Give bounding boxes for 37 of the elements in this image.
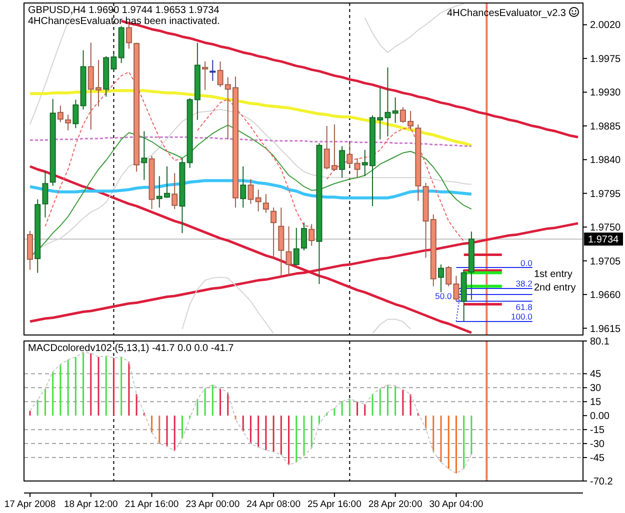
y-tick-label: 1.9615 xyxy=(590,324,622,335)
chart-title: MACDcoloredv102 (5,13,1) -41.7 0.0 0.0 -41.7 xyxy=(28,343,234,354)
y-tick-label: -15 xyxy=(590,425,605,436)
x-tick-label: 18 Apr 12:00 xyxy=(64,499,118,510)
y-tick-label: 1.9885 xyxy=(590,121,622,132)
y-tick-label: 45 xyxy=(590,369,602,380)
y-tick-label: 1.9705 xyxy=(590,256,622,268)
series-label: 61.8 xyxy=(516,302,533,312)
y-tick-label: 1.9795 xyxy=(590,188,622,200)
annotation: 2nd entry xyxy=(534,282,576,294)
series-label: 0.0 xyxy=(520,258,533,268)
series-label: 50.0 xyxy=(435,291,452,302)
x-tick-label: 24 Apr 08:00 xyxy=(246,499,300,510)
chart-title: GBPUSD,H4 1.9690 1.9744 1.9653 1.9734 xyxy=(28,5,220,16)
y-tick-label: 0.00 xyxy=(590,411,610,422)
y-tick-label: -30 xyxy=(590,439,605,450)
y-tick-label: 1.9840 xyxy=(590,155,622,166)
x-tick-label: 28 Apr 20:00 xyxy=(368,499,422,510)
x-tick-label: 25 Apr 16:00 xyxy=(308,499,362,510)
y-tick-label: 1.9660 xyxy=(590,290,622,302)
series-label: 100.0 xyxy=(511,312,533,322)
y-tick-label: 1.9975 xyxy=(590,54,622,65)
y-tick-label: 1.9930 xyxy=(590,88,622,99)
series-label: 38.2 xyxy=(516,278,533,289)
y-tick-label: 2.0020 xyxy=(590,20,622,32)
y-tick-label: 15 xyxy=(590,397,602,408)
annotation: 1st entry xyxy=(534,268,572,280)
y-tick-label: -70.2 xyxy=(590,476,614,488)
x-tick-label: 17 Apr 2008 xyxy=(4,499,56,510)
y-tick-label: 30 xyxy=(590,383,602,394)
x-tick-label: 21 Apr 16:00 xyxy=(124,499,179,510)
x-tick-label: 30 Apr 04:00 xyxy=(429,499,484,510)
x-tick-label: 23 Apr 00:00 xyxy=(186,499,240,510)
y-tick-label: 80.1 xyxy=(590,336,610,348)
ref-line-label: 1.9734 xyxy=(588,234,620,246)
y-tick-label: 1.9750 xyxy=(590,222,622,234)
y-tick-label: -45 xyxy=(590,453,605,464)
